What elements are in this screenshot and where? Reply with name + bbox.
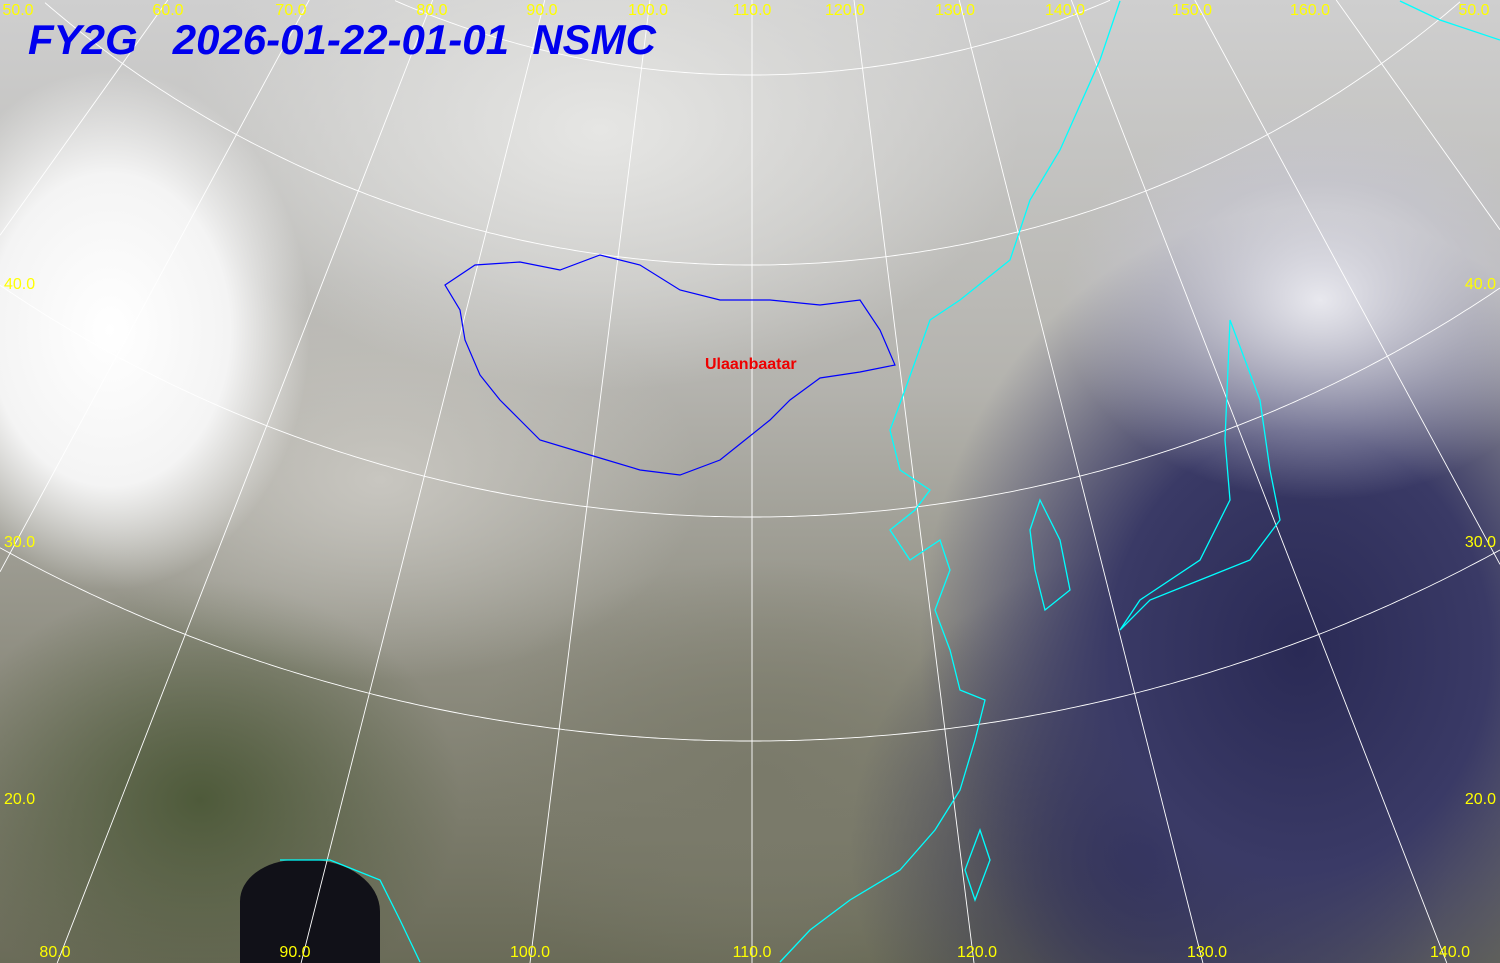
top-lon-label: 70.0 (275, 2, 307, 19)
top-lon-label: 80.0 (416, 2, 448, 19)
longitude-line (529, 0, 651, 963)
longitude-line (1070, 0, 1448, 963)
bottom-lon-label: 100.0 (509, 944, 551, 961)
bottom-lon-label: 90.0 (279, 944, 311, 961)
image-title: FY2G 2026-01-22-01-01 NSMC (28, 16, 656, 64)
agency-name: NSMC (532, 16, 656, 63)
longitude-line (1194, 0, 1500, 565)
top-lon-label: 50.0 (2, 2, 34, 19)
top-lon-label: 50.0 (1458, 2, 1490, 19)
top-lon-label: 150.0 (1171, 2, 1213, 19)
latitude-line (0, 547, 1500, 742)
bottom-lon-label: 130.0 (1186, 944, 1228, 961)
left-lat-label: 30.0 (4, 534, 36, 551)
left-lat-label: 20.0 (4, 791, 36, 808)
right-lat-label: 40.0 (1464, 276, 1496, 293)
right-lat-label: 30.0 (1464, 534, 1496, 551)
bottom-lon-label: 110.0 (732, 944, 772, 961)
top-lon-label: 130.0 (934, 2, 976, 19)
top-lon-label: 120.0 (824, 2, 866, 19)
top-lon-label: 100.0 (627, 2, 669, 19)
right-lat-label: 20.0 (1464, 791, 1496, 808)
bay-of-bengal (240, 860, 380, 963)
longitude-line (853, 0, 975, 963)
longitude-line (300, 0, 546, 963)
longitude-line (0, 0, 169, 236)
latitude-line (44, 1, 1461, 266)
longitude-line (56, 0, 434, 963)
coastline (280, 0, 1500, 963)
top-lon-label: 160.0 (1289, 2, 1331, 19)
image-datetime: 2026-01-22-01-01 (172, 16, 509, 63)
top-lon-label: 90.0 (526, 2, 558, 19)
longitude-line (0, 0, 310, 573)
top-lon-label: 110.0 (732, 2, 772, 19)
top-lon-label: 140.0 (1044, 2, 1086, 19)
left-lat-label: 40.0 (4, 276, 36, 293)
longitude-line (1335, 0, 1500, 230)
mongolia-border (444, 254, 896, 476)
bottom-lon-label: 140.0 (1429, 944, 1471, 961)
city-label-ulaanbaatar: Ulaanbaatar (705, 356, 797, 373)
top-lon-label: 60.0 (152, 2, 184, 19)
satellite-name: FY2G (28, 16, 138, 63)
bottom-lon-label: 80.0 (39, 944, 71, 961)
latitude-line (394, 0, 1111, 76)
bottom-lon-label: 120.0 (956, 944, 998, 961)
longitude-line (958, 0, 1204, 963)
latitude-line (0, 284, 1500, 518)
